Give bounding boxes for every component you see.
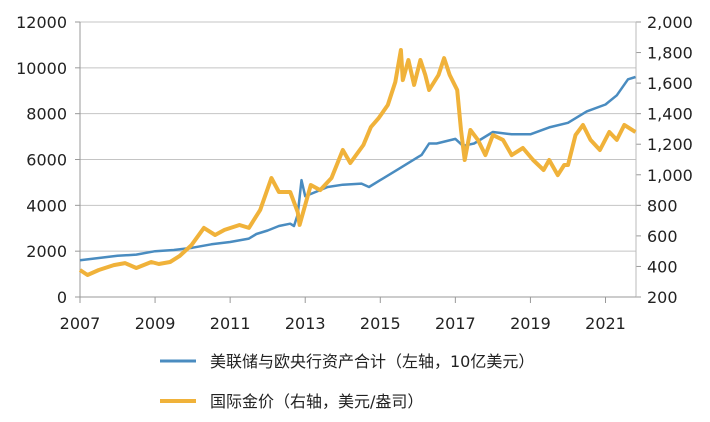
y-left-tick-label: 6000: [26, 151, 67, 170]
x-tick-label: 2007: [60, 314, 101, 333]
x-tick-label: 2015: [360, 314, 401, 333]
x-tick-label: 2019: [510, 314, 551, 333]
y-left-tick-label: 4000: [26, 196, 67, 215]
y-right-tick-label: 1,400: [647, 105, 693, 124]
legend-label-gold: 国际金价（右轴，美元/盎司）: [210, 392, 423, 411]
x-tick-label: 2009: [135, 314, 176, 333]
y-right-tick-label: 1,000: [647, 166, 693, 185]
series-lines: [78, 48, 637, 277]
series-line-gold-price: [78, 48, 637, 277]
y-right-tick-label: 200: [647, 288, 678, 307]
y-left-tick-label: 10000: [16, 59, 67, 78]
x-tick-label: 2017: [435, 314, 476, 333]
gridlines: [80, 21, 636, 252]
y-right-tick-label: 2,000: [647, 13, 693, 32]
y-right-tick-label: 600: [647, 227, 678, 246]
y-right-tick-label: 1,800: [647, 44, 693, 63]
y-right-tick-label: 800: [647, 196, 678, 215]
y-left-tick-label: 12000: [16, 13, 67, 32]
x-tick-label: 2013: [285, 314, 326, 333]
legend-label-fed-ecb: 美联储与欧央行资产合计（左轴，10亿美元）: [210, 352, 534, 371]
y-right-tick-label: 1,600: [647, 74, 693, 93]
axes: 0 2000 4000 6000 8000 10000 12000 200 400 600 800 1…: [16, 13, 693, 333]
y-left-tick-label: 2000: [26, 242, 67, 261]
y-right-tick-label: 1,200: [647, 135, 693, 154]
y-left-tick-label: 0: [57, 288, 67, 307]
legend: 美联储与欧央行资产合计（左轴，10亿美元） 国际金价（右轴，美元/盎司）: [160, 352, 534, 411]
y-right-tick-label: 400: [647, 257, 678, 276]
x-tick-label: 2021: [585, 314, 626, 333]
x-tick-label: 2011: [210, 314, 251, 333]
y-left-tick-label: 8000: [26, 105, 67, 124]
series-line-fed-ecb-assets: [79, 75, 636, 262]
